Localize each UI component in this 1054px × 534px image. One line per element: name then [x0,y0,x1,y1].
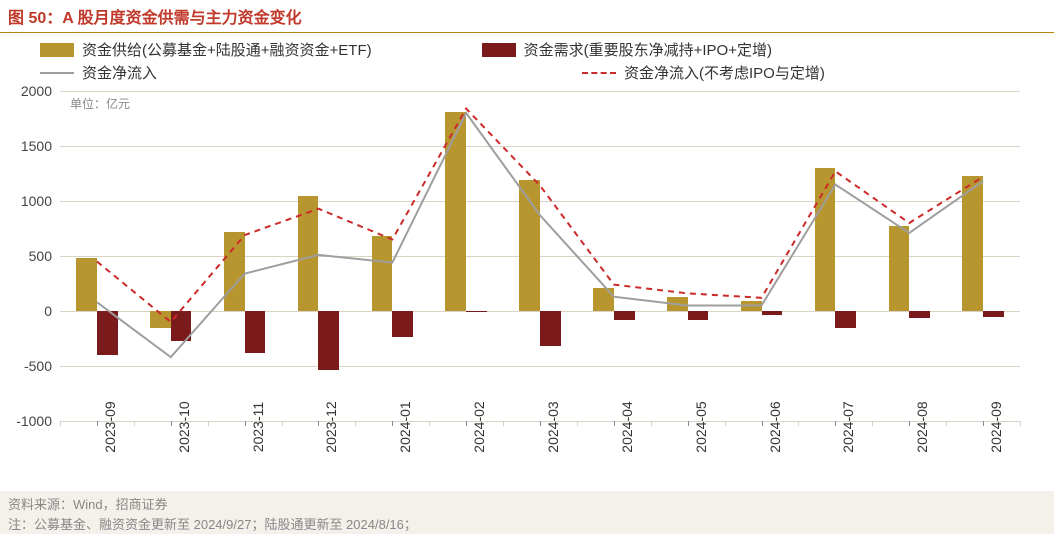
ytick-label: 500 [29,248,60,264]
xtick-boundary [946,421,947,426]
x-axis: 2023-092023-102023-112023-122024-012024-… [60,421,1020,491]
xtick-mark [245,421,246,426]
xtick-mark [762,421,763,426]
xtick-boundary [355,421,356,426]
xtick-boundary [798,421,799,426]
xtick-label: 2024-04 [619,401,635,452]
xtick-boundary [651,421,652,426]
plot-area: -1000-5000500100015002000 [60,91,1020,421]
xtick-boundary [872,421,873,426]
xtick-label: 2024-01 [397,401,413,452]
xtick-boundary [134,421,135,426]
ytick-label: 1000 [21,193,60,209]
xtick-label: 2023-09 [102,401,118,452]
legend-label-net-ex: 资金净流入(不考虑IPO与定增) [624,62,825,83]
ytick-label: 0 [44,303,60,319]
footer-source: 资料来源：Wind，招商证券 [8,495,1046,515]
xtick-boundary [60,421,61,426]
xtick-boundary [577,421,578,426]
xtick-label: 2024-05 [693,401,709,452]
xtick-boundary [208,421,209,426]
legend-label-net: 资金净流入 [82,62,157,83]
line-net [97,113,983,357]
legend-label-supply: 资金供给(公募基金+陆股通+融资资金+ETF) [82,39,372,60]
xtick-mark [835,421,836,426]
chart-container: 图 50： A 股月度资金供需与主力资金变化 资金供给(公募基金+陆股通+融资资… [0,0,1054,531]
title-bar: 图 50： A 股月度资金供需与主力资金变化 [0,0,1054,33]
xtick-mark [97,421,98,426]
xtick-mark [540,421,541,426]
xtick-mark [614,421,615,426]
xtick-label: 2023-10 [176,401,192,452]
footer: 资料来源：Wind，招商证券 注：公募基金、融资资金更新至 2024/9/27；… [0,491,1054,534]
xtick-boundary [282,421,283,426]
xtick-boundary [1020,421,1021,426]
legend-swatch-demand [482,43,516,57]
xtick-mark [466,421,467,426]
xtick-mark [318,421,319,426]
xtick-label: 2024-02 [471,401,487,452]
ytick-label: 1500 [21,138,60,154]
xtick-label: 2023-12 [323,401,339,452]
legend-swatch-net-ex [582,72,616,74]
legend-swatch-supply [40,43,74,57]
legend: 资金供给(公募基金+陆股通+融资资金+ETF) 资金需求(重要股东净减持+IPO… [0,33,1054,87]
xtick-mark [392,421,393,426]
xtick-boundary [503,421,504,426]
title-prefix: 图 50： [8,4,62,28]
ytick-label: -500 [24,358,60,374]
xtick-boundary [429,421,430,426]
xtick-mark [171,421,172,426]
chart-title: A 股月度资金供需与主力资金变化 [62,4,301,28]
lines-layer [60,91,1020,421]
xtick-label: 2024-03 [545,401,561,452]
legend-swatch-net [40,72,74,74]
xtick-mark [688,421,689,426]
footer-note: 注：公募基金、融资资金更新至 2024/9/27；陆股通更新至 2024/8/1… [8,515,1046,534]
xtick-mark [909,421,910,426]
xtick-label: 2024-08 [914,401,930,452]
xtick-label: 2024-07 [840,401,856,452]
chart-wrap: 单位：亿元 -1000-5000500100015002000 2023-092… [0,91,1054,491]
legend-item-net-ex: 资金净流入(不考虑IPO与定增) [582,62,825,83]
xtick-boundary [725,421,726,426]
xtick-label: 2024-06 [767,401,783,452]
legend-label-demand: 资金需求(重要股东净减持+IPO+定增) [524,39,772,60]
legend-item-demand: 资金需求(重要股东净减持+IPO+定增) [482,39,772,60]
xtick-label: 2023-11 [250,402,266,452]
ytick-label: 2000 [21,83,60,99]
legend-item-net: 资金净流入 [40,62,157,83]
xtick-mark [983,421,984,426]
xtick-label: 2024-09 [988,401,1004,452]
legend-item-supply: 资金供给(公募基金+陆股通+融资资金+ETF) [40,39,372,60]
ytick-label: -1000 [16,413,60,429]
